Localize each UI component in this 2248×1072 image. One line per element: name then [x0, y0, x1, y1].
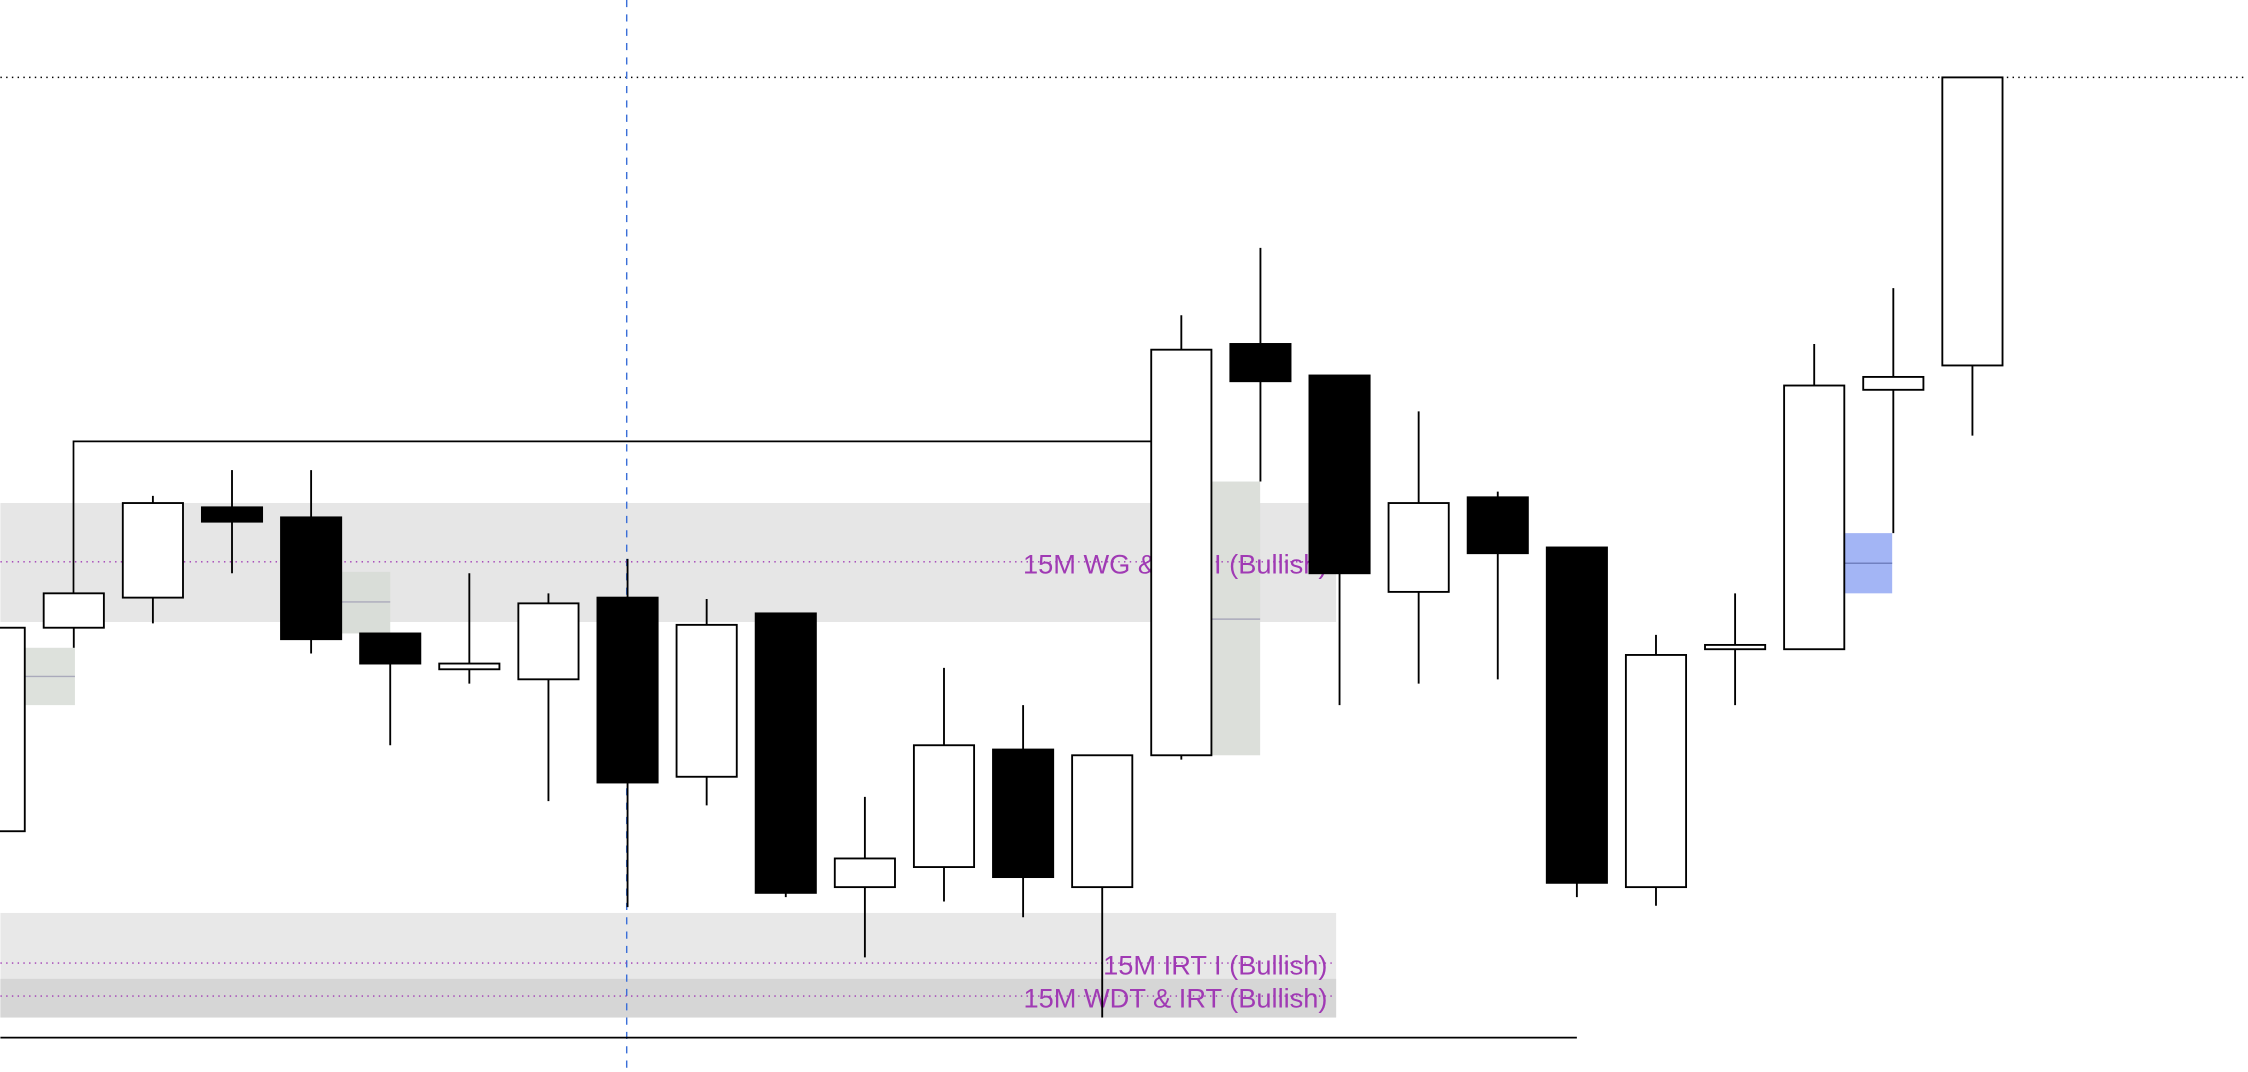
candle-body: [1150, 348, 1213, 757]
candle-body: [912, 744, 976, 868]
candle-body: [596, 596, 659, 784]
candle-body: [1387, 502, 1450, 593]
candle-body: [517, 602, 580, 681]
bracket-line: [72, 440, 1152, 594]
candle-body: [42, 592, 105, 629]
candles: [0, 76, 2004, 1018]
candle-body: [754, 612, 817, 894]
candle-body: [1704, 643, 1767, 651]
box: [1211, 481, 1261, 756]
candle-body: [1862, 375, 1925, 391]
candle-body: [1071, 754, 1134, 889]
candle-body: [280, 516, 343, 641]
candle-body: [1783, 384, 1846, 651]
candle-body: [675, 623, 738, 778]
candle-body: [1466, 496, 1529, 555]
candle-body: [438, 662, 501, 671]
candle-body: [1624, 654, 1688, 889]
candle-body: [359, 632, 422, 665]
level-label: 15M IRT I (Bullish): [1103, 950, 1327, 981]
candle-body: [1308, 374, 1371, 575]
candle-body: [1545, 546, 1608, 884]
candle-body: [121, 502, 184, 599]
candle-body: [200, 506, 264, 523]
candle-body: [1941, 76, 2004, 367]
candle-body: [833, 857, 896, 889]
candle-body: [1229, 343, 1292, 383]
zone: [0, 978, 1337, 1018]
candle-body: [0, 626, 26, 833]
level-label: 15M WDT & IRT (Bullish): [1023, 983, 1327, 1014]
candle-body: [992, 748, 1055, 879]
levels: 15M WG & IRT I (Bullish)15M IRT I (Bulli…: [0, 548, 1337, 1014]
